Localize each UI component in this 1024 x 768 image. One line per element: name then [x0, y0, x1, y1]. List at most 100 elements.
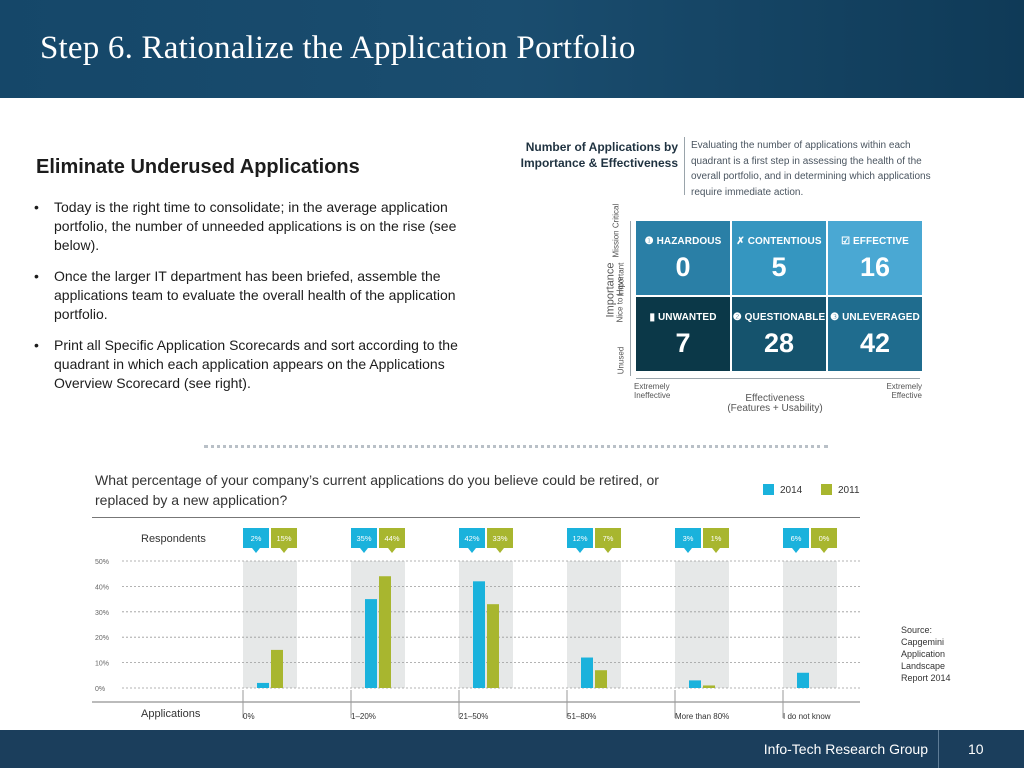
- callout-box-2014: [675, 528, 701, 548]
- quadrant-cell-label: ▮ UNWANTED: [649, 312, 717, 323]
- callout-pointer: [712, 548, 720, 553]
- data-label: 3%: [683, 534, 694, 543]
- callout-box-2014: [567, 528, 593, 548]
- bullet-list: Today is the right time to consolidate; …: [32, 198, 487, 405]
- callout-pointer: [388, 548, 396, 553]
- category-band: [243, 561, 297, 688]
- x-axis-sublabel: (Features + Usability): [727, 403, 823, 414]
- quadrant-cell-count: 5: [771, 252, 787, 282]
- category-label: 21–50%: [459, 712, 488, 721]
- bar-2014: [365, 599, 377, 688]
- dollar-icon: ❸: [830, 312, 843, 323]
- bullet-item: Once the larger IT department has been b…: [32, 267, 487, 324]
- slide-footer: Info-Tech Research Group 10: [0, 730, 1024, 768]
- quadrant-cell-unwanted: ▮ UNWANTED 7: [636, 297, 730, 371]
- data-label: 12%: [572, 534, 587, 543]
- x-axis-title: Applications: [141, 708, 201, 720]
- chart-title: What percentage of your company’s curren…: [95, 472, 659, 508]
- legend-item-2014: 2014: [763, 484, 802, 496]
- callout-box-2011: [487, 528, 513, 548]
- data-label: 1%: [711, 534, 722, 543]
- bullet-item: Print all Specific Application Scorecard…: [32, 336, 487, 393]
- callout-pointer: [604, 548, 612, 553]
- check-icon: ☑: [841, 236, 854, 247]
- callout-box-2011: [811, 528, 837, 548]
- quadrant-cell-label: ❸ UNLEVERAGED: [830, 312, 920, 323]
- quadrant-grid: ❶ HAZARDOUS 0 ✗ CONTENTIOUS 5 ☑ EFFECTIV…: [636, 221, 922, 372]
- question-icon: ❷: [732, 312, 745, 323]
- info-icon: ❶: [644, 236, 657, 247]
- category-label: I do not know: [783, 712, 831, 721]
- data-label: 0%: [819, 534, 830, 543]
- respondents-label: Respondents: [141, 533, 206, 545]
- bar-2011: [487, 604, 499, 688]
- quadrant-y-axis: [630, 221, 631, 376]
- quadrant-description: Evaluating the number of applications wi…: [691, 140, 931, 198]
- tool-icon: ✗: [736, 236, 748, 247]
- bar-2011: [379, 576, 391, 688]
- category-band: [675, 561, 729, 688]
- x-right-label: Extremely Effective: [886, 382, 922, 400]
- legend-swatch: [821, 484, 832, 495]
- footer-org: Info-Tech Research Group: [763, 741, 928, 757]
- x-axis-label: Effectiveness: [745, 393, 805, 404]
- quadrant-title: Number of Applications by Importance & E…: [520, 140, 678, 170]
- data-label: 7%: [603, 534, 614, 543]
- footer-divider: [938, 730, 939, 768]
- legend-item-2011: 2011: [821, 484, 860, 496]
- quadrant-cell-questionable: ❷ QUESTIONABLE 28: [732, 297, 826, 371]
- category-label: 0%: [243, 712, 255, 721]
- quadrant-x-axis: [636, 378, 920, 379]
- data-label: 15%: [276, 534, 291, 543]
- category-band: [459, 561, 513, 688]
- y-tick-label: 30%: [95, 610, 109, 617]
- y-tick-label: 0%: [95, 686, 105, 693]
- callout-box-2014: [459, 528, 485, 548]
- category-label: More than 80%: [675, 712, 729, 721]
- category-label: 1–20%: [351, 712, 376, 721]
- callout-box-2014: [783, 528, 809, 548]
- trash-icon: ▮: [649, 312, 658, 323]
- callout-pointer: [496, 548, 504, 553]
- bar-2014: [797, 672, 809, 688]
- y-tick-label: 20%: [95, 635, 109, 642]
- section-divider: [204, 445, 828, 448]
- chart-top-rule: [92, 517, 860, 518]
- bar-2011: [703, 685, 715, 688]
- bar-2011: [595, 670, 607, 688]
- bullet-item: Today is the right time to consolidate; …: [32, 198, 487, 255]
- x-left-label: Extremely Ineffective: [634, 382, 671, 400]
- slide-header: Step 6. Rationalize the Application Port…: [0, 0, 1024, 98]
- callout-pointer: [280, 548, 288, 553]
- category-band: [783, 561, 837, 688]
- section-heading: Eliminate Underused Applications: [36, 156, 360, 178]
- data-label: 42%: [464, 534, 479, 543]
- data-label: 44%: [384, 534, 399, 543]
- quadrant-cell-count: 7: [675, 328, 691, 358]
- bar-2014: [581, 657, 593, 688]
- quadrant-cell-label: ❶ HAZARDOUS: [644, 236, 722, 247]
- callout-pointer: [820, 548, 828, 553]
- quadrant-cell-count: 0: [675, 252, 691, 282]
- bar-2011: [271, 649, 283, 688]
- category-band: [567, 561, 621, 688]
- quadrant-cell-label: ✗ CONTENTIOUS: [736, 236, 822, 247]
- data-label: 35%: [356, 534, 371, 543]
- quadrant-cell-unleveraged: ❸ UNLEVERAGED 42: [828, 297, 922, 371]
- callout-pointer: [252, 548, 260, 553]
- callout-box-2011: [595, 528, 621, 548]
- category-label: 51–80%: [567, 712, 596, 721]
- quadrant-cell-contentious: ✗ CONTENTIOUS 5: [732, 221, 826, 295]
- page-number: 10: [968, 741, 984, 757]
- callout-pointer: [468, 548, 476, 553]
- callout-box-2011: [271, 528, 297, 548]
- data-label: 6%: [791, 534, 802, 543]
- quadrant-title-divider: [684, 137, 685, 195]
- legend-swatch: [763, 484, 774, 495]
- source-note: Source: Capgemini Application Landscape …: [901, 625, 951, 683]
- data-label: 2%: [251, 534, 262, 543]
- y-tick-label: 50%: [95, 559, 109, 566]
- callout-pointer: [576, 548, 584, 553]
- callout-box-2011: [703, 528, 729, 548]
- category-band: [351, 561, 405, 688]
